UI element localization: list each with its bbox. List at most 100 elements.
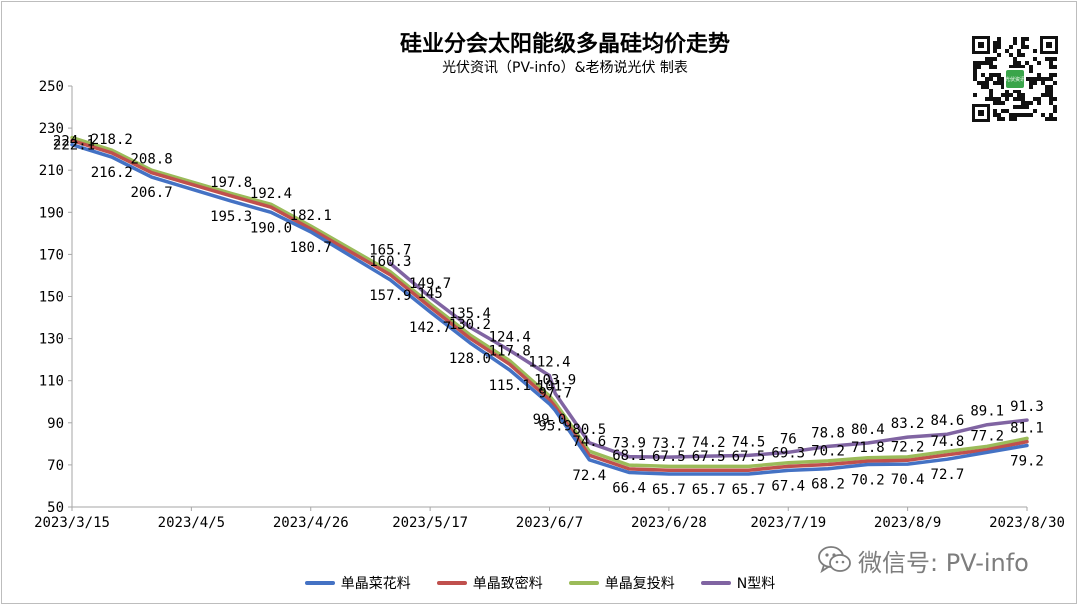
qr-module: [1005, 109, 1009, 113]
data-label: 115.1: [489, 378, 531, 394]
qr-module: [997, 73, 1001, 77]
data-label: 97.7: [538, 386, 572, 402]
data-label: 76: [780, 431, 797, 447]
data-label: 77.2: [970, 429, 1004, 445]
qr-module: [1033, 81, 1037, 85]
data-label: 72.7: [931, 467, 965, 483]
data-label: 99.0: [533, 412, 567, 428]
qr-module: [1021, 113, 1025, 117]
y-tick-label: 70: [47, 458, 64, 474]
data-label: 84.6: [931, 413, 965, 429]
data-label: 160.3: [369, 254, 411, 270]
legend-swatch: [304, 581, 335, 585]
qr-module: [997, 37, 1001, 41]
qr-center-text: 光伏资讯: [1005, 76, 1025, 83]
data-label: 74.8: [931, 434, 965, 450]
qr-module: [1029, 69, 1033, 73]
data-label: 124.4: [489, 329, 531, 345]
qr-module: [1025, 105, 1029, 109]
qr-module: [1037, 73, 1041, 77]
y-tick-label: 150: [39, 290, 64, 306]
chart-subtitle: 光伏资讯（PV-info）&老杨说光伏 制表: [442, 60, 688, 76]
data-label: 91.3: [1010, 399, 1044, 415]
qr-module: [977, 61, 981, 65]
qr-module: [1029, 77, 1033, 81]
data-label: 135.4: [449, 306, 491, 322]
qr-module: [1001, 81, 1005, 85]
qr-module: [993, 65, 997, 69]
qr-module: [1005, 93, 1009, 97]
qr-module: [1001, 117, 1005, 121]
qr-module: [1021, 97, 1025, 101]
data-label: 103.9: [534, 373, 576, 389]
qr-module: [1049, 113, 1053, 117]
qr-module: [989, 57, 993, 61]
data-label: 65.7: [692, 482, 726, 498]
x-tick-label: 2023/8/9: [874, 515, 941, 531]
data-label: 224.1: [53, 134, 95, 150]
data-label: 142.7: [409, 320, 451, 336]
data-label: 70.2: [851, 472, 885, 488]
qr-module: [1021, 53, 1025, 57]
data-label: 80.5: [572, 422, 606, 438]
qr-module: [993, 49, 997, 53]
qr-module: [1049, 57, 1053, 61]
qr-module: [1029, 101, 1033, 105]
qr-module: [997, 97, 1001, 101]
data-label: 130.2: [449, 317, 491, 333]
data-label: 165.7: [369, 242, 411, 258]
qr-module: [1017, 93, 1021, 97]
qr-module: [985, 97, 989, 101]
qr-module: [1025, 113, 1029, 117]
qr-module: [1013, 113, 1017, 117]
data-label: 78.8: [811, 425, 845, 441]
qr-module: [997, 117, 1001, 121]
qr-module: [1045, 93, 1049, 97]
data-label: 112.4: [528, 355, 570, 371]
qr-module: [1049, 61, 1053, 65]
qr-module: [1033, 57, 1037, 61]
qr-module: [989, 65, 993, 69]
qr-module: [981, 61, 985, 65]
qr-module: [1025, 61, 1029, 65]
qr-module: [1049, 97, 1053, 101]
data-label: 195.3: [210, 209, 252, 225]
qr-module: [1017, 61, 1021, 65]
qr-module: [1049, 65, 1053, 69]
qr-module: [1033, 77, 1037, 81]
qr-module: [1005, 97, 1009, 101]
qr-module: [1053, 73, 1057, 77]
y-tick-label: 130: [39, 332, 64, 348]
data-label: 67.4: [771, 478, 805, 494]
qr-module: [1049, 101, 1053, 105]
qr-module: [1021, 37, 1025, 41]
data-label: 72.2: [891, 439, 925, 455]
qr-module: [1017, 65, 1021, 69]
qr-module: [1025, 37, 1029, 41]
qr-module: [1053, 81, 1057, 85]
data-label: 65.7: [652, 482, 686, 498]
qr-module: [1045, 117, 1049, 121]
qr-module: [1045, 85, 1049, 89]
series-line: [70, 135, 1029, 469]
qr-module: [997, 113, 1001, 117]
data-label: 71.8: [851, 440, 885, 456]
qr-module: [1021, 93, 1025, 97]
legend-item: 单晶菜花料: [304, 573, 411, 593]
x-tick-label: 2023/7/19: [750, 515, 826, 531]
data-label: 68.2: [811, 477, 845, 493]
data-label: 206.7: [131, 185, 173, 201]
data-label: 197.8: [210, 175, 252, 191]
qr-module: [1049, 117, 1053, 121]
qr-module: [973, 61, 977, 65]
qr-module: [1009, 93, 1013, 97]
qr-module: [1037, 61, 1041, 65]
qr-module: [1041, 77, 1045, 81]
qr-module: [1041, 93, 1045, 97]
qr-module: [985, 77, 989, 81]
qr-module: [1049, 85, 1053, 89]
qr-module: [1049, 89, 1053, 93]
data-label: 73.9: [612, 436, 646, 452]
qr-module: [1013, 65, 1017, 69]
